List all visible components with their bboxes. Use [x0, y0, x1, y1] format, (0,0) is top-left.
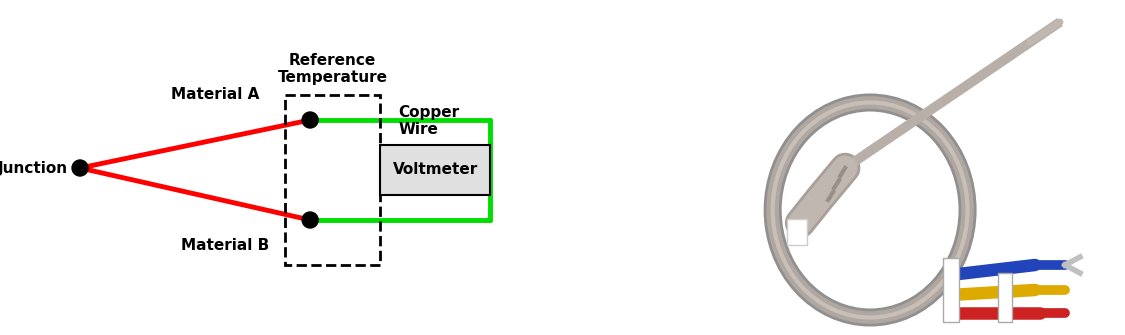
Circle shape: [303, 212, 318, 228]
Circle shape: [303, 112, 318, 128]
Text: Junction: Junction: [0, 160, 68, 176]
Text: Material A: Material A: [171, 87, 259, 102]
Text: Material B: Material B: [181, 238, 269, 253]
FancyBboxPatch shape: [998, 273, 1012, 322]
FancyBboxPatch shape: [788, 219, 807, 245]
Circle shape: [72, 160, 88, 176]
Bar: [285, 95, 380, 265]
Text: Reference
Temperature: Reference Temperature: [278, 53, 388, 85]
Text: Voltmeter: Voltmeter: [393, 162, 478, 178]
FancyBboxPatch shape: [380, 145, 490, 195]
FancyBboxPatch shape: [943, 258, 960, 322]
Text: Copper
Wire: Copper Wire: [398, 105, 459, 137]
